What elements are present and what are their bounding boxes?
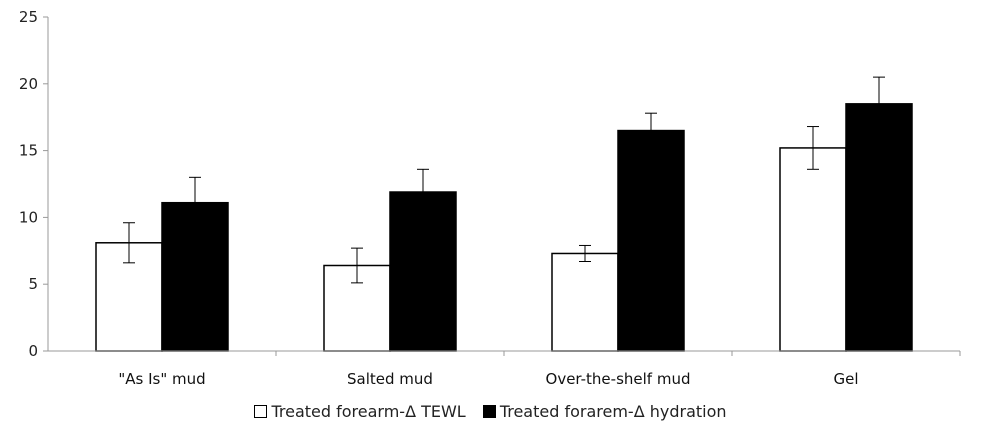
bar-hydration (617, 129, 685, 352)
x-category-label: "As Is" mud (118, 370, 205, 388)
y-tick-label: 15 (19, 142, 38, 160)
legend-swatch-white (254, 405, 268, 418)
bar-tewl (551, 252, 619, 352)
bar-tewl (779, 147, 847, 352)
x-axis: "As Is" mud Salted mud Over-the-shelf mud G… (48, 350, 961, 388)
bar-hydration (845, 103, 913, 352)
x-category-label: Gel (833, 370, 858, 388)
bars (95, 76, 913, 352)
legend-label-tewl: Treated forearm-Δ TEWL (271, 402, 466, 421)
legend-swatch-black (482, 405, 496, 418)
y-axis: 0 5 10 15 20 25 (19, 8, 49, 360)
y-tick-label: 5 (28, 275, 38, 293)
legend-label-hydration: Treated forarem-Δ hydration (499, 402, 727, 421)
y-tick-label: 25 (19, 8, 38, 26)
x-category-label: Salted mud (347, 370, 433, 388)
legend: Treated forearm-Δ TEWL Treated forarem-Δ… (0, 402, 981, 422)
x-category-label: Over-the-shelf mud (546, 370, 691, 388)
y-tick-label: 10 (19, 208, 38, 226)
legend-item-hydration: Treated forarem-Δ hydration (482, 402, 727, 421)
bar-hydration (389, 191, 457, 352)
bar-chart: 0 5 10 15 20 25 "As Is" mud Salted mud Over-the… (19, 8, 961, 388)
y-tick-label: 20 (19, 75, 38, 93)
y-tick-label: 0 (28, 342, 38, 360)
legend-item-tewl: Treated forearm-Δ TEWL (254, 402, 466, 421)
